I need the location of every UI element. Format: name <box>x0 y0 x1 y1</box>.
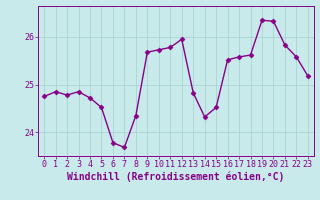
X-axis label: Windchill (Refroidissement éolien,°C): Windchill (Refroidissement éolien,°C) <box>67 172 285 182</box>
